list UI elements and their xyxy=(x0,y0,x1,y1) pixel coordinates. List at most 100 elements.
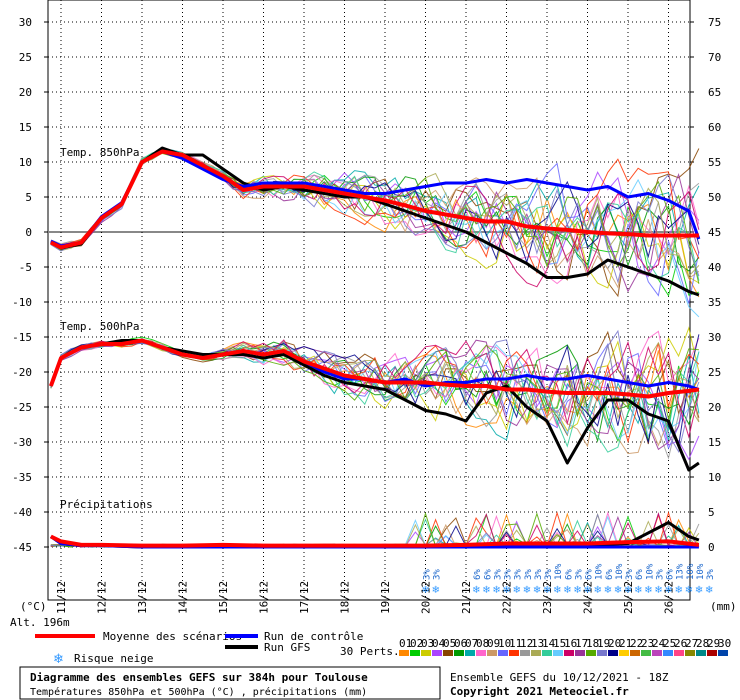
y-tick-label: 10 xyxy=(19,156,32,169)
member-number: 08 xyxy=(476,637,489,650)
snowflake-icon: ❄ xyxy=(634,585,642,596)
snowflake-icon: ❄ xyxy=(573,585,581,596)
member-number: 09 xyxy=(487,637,500,650)
member-line xyxy=(50,339,700,423)
snowflake-icon: ❄ xyxy=(513,585,521,596)
snow-risk-label: 3% xyxy=(423,569,433,580)
main-series xyxy=(49,146,701,549)
member-number: 29 xyxy=(707,637,720,650)
snow-risk-label: 3% xyxy=(534,569,544,580)
member-swatch xyxy=(641,650,651,656)
member-number: 20 xyxy=(608,637,621,650)
snowflake-icon: ❄ xyxy=(482,585,490,596)
y-right-tick-label: 65 xyxy=(708,86,721,99)
y-right-tick-label: 25 xyxy=(708,366,721,379)
series-line-t850 xyxy=(50,149,699,250)
x-tick-label: 19/12 xyxy=(379,581,392,614)
y-right-tick-label: 40 xyxy=(708,261,721,274)
member-number: 28 xyxy=(696,637,709,650)
series-line-precip xyxy=(50,534,700,548)
legend-gfs: Run GFS xyxy=(264,641,310,654)
snow-risk-label: 6% xyxy=(564,569,574,580)
x-tick-label: 25/12 xyxy=(622,581,635,614)
right-unit: (mm) xyxy=(710,600,737,613)
member-number: 27 xyxy=(685,637,698,650)
snow-risk-label: 3% xyxy=(544,569,554,580)
label-t500: Temp. 500hPa xyxy=(60,320,139,333)
y-tick-label: -30 xyxy=(12,436,32,449)
run-info: Ensemble GEFS du 10/12/2021 - 18Z xyxy=(450,671,669,684)
snow-risk-label: 10% xyxy=(615,563,625,580)
y-tick-label: -10 xyxy=(12,296,32,309)
y-tick-label: -15 xyxy=(12,331,32,344)
member-swatch xyxy=(619,650,629,656)
y-right-tick-label: 45 xyxy=(708,226,721,239)
member-swatch xyxy=(465,650,475,656)
member-number: 18 xyxy=(586,637,599,650)
member-swatch xyxy=(707,650,717,656)
plot-area xyxy=(47,0,691,601)
snowflake-icon: ❄ xyxy=(543,585,551,596)
legend-snow: Risque neige xyxy=(74,652,153,665)
member-swatch xyxy=(630,650,640,656)
member-number: 23 xyxy=(641,637,654,650)
x-tick-label: 24/12 xyxy=(582,581,595,614)
member-number: 26 xyxy=(674,637,687,650)
x-tick-label: 20/12 xyxy=(420,581,433,614)
member-number: 22 xyxy=(630,637,643,650)
member-swatch xyxy=(652,650,662,656)
y-tick-label: -25 xyxy=(12,401,32,414)
x-tick-label: 11/12 xyxy=(55,581,68,614)
member-number: 16 xyxy=(564,637,577,650)
member-swatch xyxy=(443,650,453,656)
x-tick-label: 14/12 xyxy=(177,581,190,614)
member-swatch xyxy=(454,650,464,656)
member-swatch xyxy=(399,650,409,656)
snowflake-icon: ❄ xyxy=(492,585,500,596)
member-number: 24 xyxy=(652,637,666,650)
member-swatch xyxy=(432,650,442,656)
snowflake-icon: ❄ xyxy=(584,585,592,596)
member-number: 11 xyxy=(509,637,522,650)
snow-risk-label: 3% xyxy=(504,569,514,580)
member-swatch xyxy=(663,650,673,656)
member-number: 03 xyxy=(421,637,434,650)
snowflake-icon: ❄ xyxy=(422,585,430,596)
snowflake-icon: ❄ xyxy=(503,585,511,596)
grid xyxy=(48,0,690,600)
member-number: 17 xyxy=(575,637,588,650)
y-tick-label: -45 xyxy=(12,541,32,554)
member-number: 21 xyxy=(619,637,632,650)
x-tick-label: 22/12 xyxy=(501,581,514,614)
snow-risk-label: 3% xyxy=(514,569,524,580)
y-right-tick-label: 15 xyxy=(708,436,721,449)
x-tick-label: 12/12 xyxy=(96,581,109,614)
legend-mean: Moyenne des scénarios xyxy=(103,630,242,643)
member-number: 10 xyxy=(498,637,511,650)
snowflake-icon: ❄ xyxy=(472,585,480,596)
y-tick-label: -20 xyxy=(12,366,32,379)
x-tick-label: 21/12 xyxy=(460,581,473,614)
legend-perts: 30 Perts. xyxy=(340,645,400,658)
snow-risk-label: 3% xyxy=(493,569,503,580)
x-axis: 11/12 12/12 13/12 14/12 15/12 16/12 17/12 18/12… xyxy=(55,581,676,614)
y-tick-label: 30 xyxy=(19,16,32,29)
legend-control: Run de contrôle xyxy=(264,630,363,643)
y-right-tick-label: 0 xyxy=(708,541,715,554)
member-number: 19 xyxy=(597,637,610,650)
snowflake-icon: ❄ xyxy=(432,585,440,596)
snow-risk-label: 6% xyxy=(483,569,493,580)
snow-risk-label: 3% xyxy=(524,569,534,580)
member-swatch xyxy=(509,650,519,656)
y-right-tick-label: 55 xyxy=(708,156,721,169)
snowflake-icon: ❄ xyxy=(53,652,64,667)
y-tick-label: 15 xyxy=(19,121,32,134)
y-right-tick-label: 5 xyxy=(708,506,715,519)
member-swatch xyxy=(421,650,431,656)
x-tick-label: 26/12 xyxy=(663,581,676,614)
snowflake-icon: ❄ xyxy=(624,585,632,596)
member-swatch xyxy=(685,650,695,656)
y-tick-label: -40 xyxy=(12,506,32,519)
